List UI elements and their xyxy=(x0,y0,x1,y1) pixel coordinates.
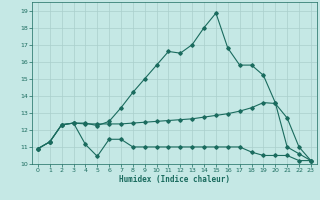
X-axis label: Humidex (Indice chaleur): Humidex (Indice chaleur) xyxy=(119,175,230,184)
